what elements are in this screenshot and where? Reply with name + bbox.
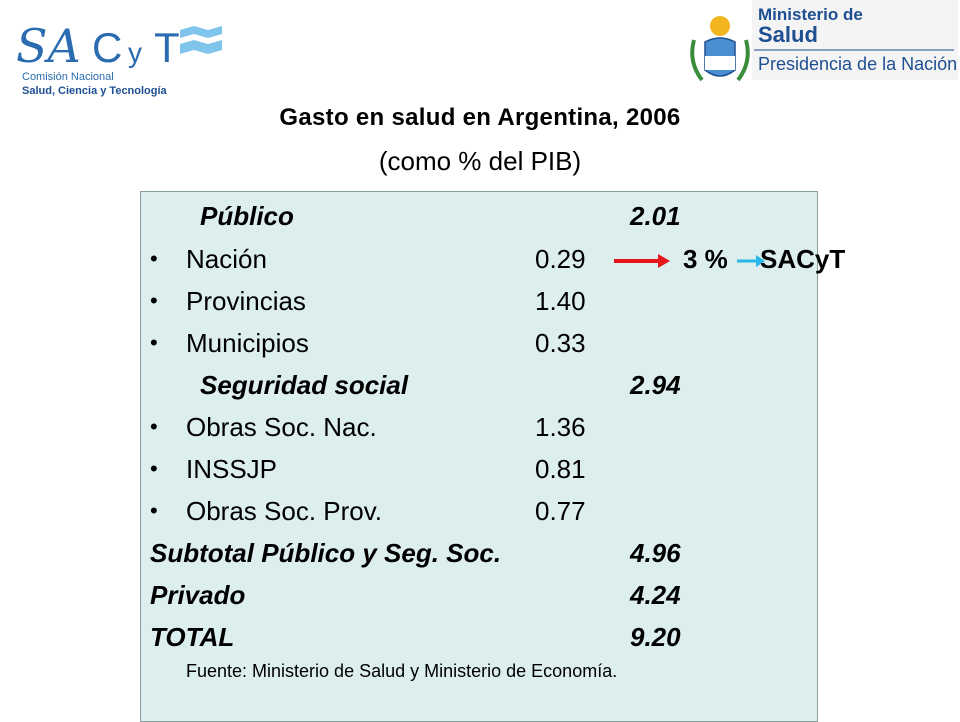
section-label-publico: Público bbox=[200, 201, 294, 231]
svg-text:y: y bbox=[128, 37, 142, 68]
annotation-percent: 3 % bbox=[683, 244, 728, 274]
item-label-provincias: Provincias bbox=[186, 286, 306, 316]
item-value-municipios: 0.33 bbox=[535, 328, 586, 358]
svg-text:Comisión Nacional: Comisión Nacional bbox=[22, 71, 114, 83]
bullet: • bbox=[150, 456, 158, 481]
source-note: Fuente: Ministerio de Salud y Ministerio… bbox=[186, 661, 618, 681]
subtotal-label: Subtotal Público y Seg. Soc. bbox=[150, 538, 502, 568]
data-panel bbox=[140, 191, 818, 722]
sacyt-logo: SA C y T Comisión Nacional Salud, Cienci… bbox=[16, 19, 222, 97]
item-value-obras-soc-prov: 0.77 bbox=[535, 496, 586, 526]
privado-label: Privado bbox=[150, 580, 246, 610]
svg-text:T: T bbox=[154, 24, 180, 71]
svg-text:C: C bbox=[92, 24, 122, 71]
svg-text:Salud, Ciencia y Tecnología: Salud, Ciencia y Tecnología bbox=[22, 85, 168, 97]
privado-value: 4.24 bbox=[630, 580, 681, 610]
section-total-publico: 2.01 bbox=[630, 201, 681, 231]
item-value-provincias: 1.40 bbox=[535, 286, 586, 316]
section-total-seguridad-social: 2.94 bbox=[630, 370, 681, 400]
section-label-seguridad-social: Seguridad social bbox=[200, 370, 409, 400]
svg-text:Presidencia de la Nación: Presidencia de la Nación bbox=[758, 54, 957, 74]
slide-subtitle: (como % del PIB) bbox=[378, 146, 582, 176]
annotation-agency: SACyT bbox=[760, 244, 846, 274]
bullet: • bbox=[150, 330, 158, 355]
bullet: • bbox=[150, 288, 158, 313]
ministerio-salud-logo: Ministerio de Salud Presidencia de la Na… bbox=[690, 0, 958, 82]
item-value-nacion: 0.29 bbox=[535, 244, 586, 274]
item-label-obras-soc-nac: Obras Soc. Nac. bbox=[186, 412, 377, 442]
total-label: TOTAL bbox=[150, 622, 235, 652]
red-arrow-icon bbox=[614, 254, 670, 268]
cyan-arrow-icon bbox=[737, 255, 765, 267]
item-label-municipios: Municipios bbox=[186, 328, 309, 358]
item-label-inssjp: INSSJP bbox=[186, 454, 278, 484]
item-value-inssjp: 0.81 bbox=[535, 454, 586, 484]
svg-text:Ministerio de: Ministerio de bbox=[758, 5, 863, 24]
svg-text:SA: SA bbox=[16, 19, 81, 73]
item-value-obras-soc-nac: 1.36 bbox=[535, 412, 586, 442]
svg-text:Salud: Salud bbox=[758, 22, 818, 47]
bullet: • bbox=[150, 498, 158, 523]
total-value: 9.20 bbox=[630, 622, 681, 652]
item-label-nacion: Nación bbox=[186, 244, 267, 274]
bullet: • bbox=[150, 414, 158, 439]
subtotal-value: 4.96 bbox=[630, 538, 681, 568]
slide-title: Gasto en salud en Argentina, 2006 bbox=[279, 104, 681, 131]
bullet: • bbox=[150, 246, 158, 271]
item-label-obras-soc-prov: Obras Soc. Prov. bbox=[186, 496, 383, 526]
